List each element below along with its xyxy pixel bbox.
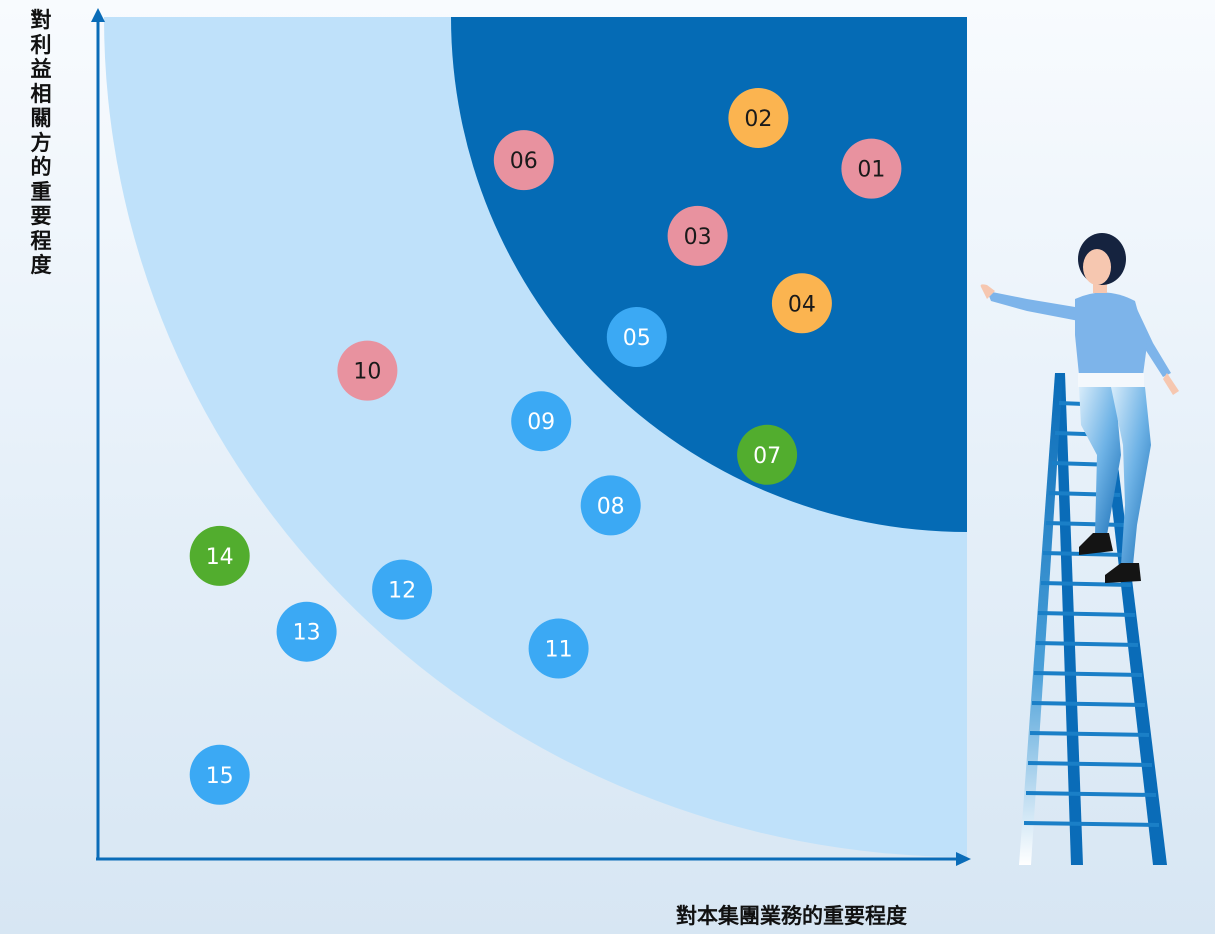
data-point-12: 12 [372,559,433,620]
data-point-marker [606,307,667,367]
data-point-label: 15 [206,764,234,789]
data-point-14: 14 [189,525,250,586]
data-point-label: 05 [623,326,651,351]
data-points: 01 02 03 04 05 06 07 08 09 10 11 12 13 14 15 [189,88,902,805]
y-axis-arrow [91,8,105,22]
data-point-marker [189,525,250,586]
data-point-marker [841,138,902,199]
data-point-label: 07 [753,444,781,469]
data-point-13: 13 [276,601,337,662]
data-point-15: 15 [189,744,250,805]
data-point-marker [189,744,250,805]
data-point-label: 13 [293,621,321,646]
person-on-ladder-illustration [980,233,1179,865]
data-point-04: 04 [771,273,832,334]
data-point-09: 09 [511,391,572,452]
data-point-marker [737,424,798,485]
data-point-marker [372,559,433,620]
data-point-02: 02 [728,88,789,148]
data-point-marker [667,205,728,266]
data-point-label: 09 [527,410,555,435]
data-point-07: 07 [737,424,798,485]
data-point-marker [771,273,832,334]
data-point-label: 08 [597,494,625,519]
data-point-label: 06 [510,149,538,174]
data-point-label: 04 [788,292,816,317]
data-point-11: 11 [528,618,589,679]
x-axis-label: 對本集團業務的重要程度 [676,904,907,928]
data-point-10: 10 [337,340,398,401]
data-point-label: 03 [684,225,712,250]
data-point-marker [528,618,589,679]
data-point-label: 01 [857,158,885,183]
data-point-01: 01 [841,138,902,199]
data-point-marker [511,391,572,452]
data-point-marker [493,130,554,191]
data-point-label: 11 [545,638,573,663]
data-point-label: 14 [206,545,234,570]
data-point-label: 12 [388,579,416,604]
high-priority-zone [451,17,967,532]
data-point-03: 03 [667,205,728,266]
data-point-06: 06 [493,130,554,191]
data-point-marker [728,88,789,148]
data-point-label: 10 [353,360,381,385]
y-axis-label: 對利益相關方的重要程度 [30,8,52,277]
data-point-marker [337,340,398,401]
data-point-label: 02 [744,107,772,132]
data-point-08: 08 [580,475,641,536]
data-point-marker [276,601,337,662]
x-axis-arrow [956,852,971,866]
data-point-marker [580,475,641,536]
data-point-05: 05 [606,307,667,367]
